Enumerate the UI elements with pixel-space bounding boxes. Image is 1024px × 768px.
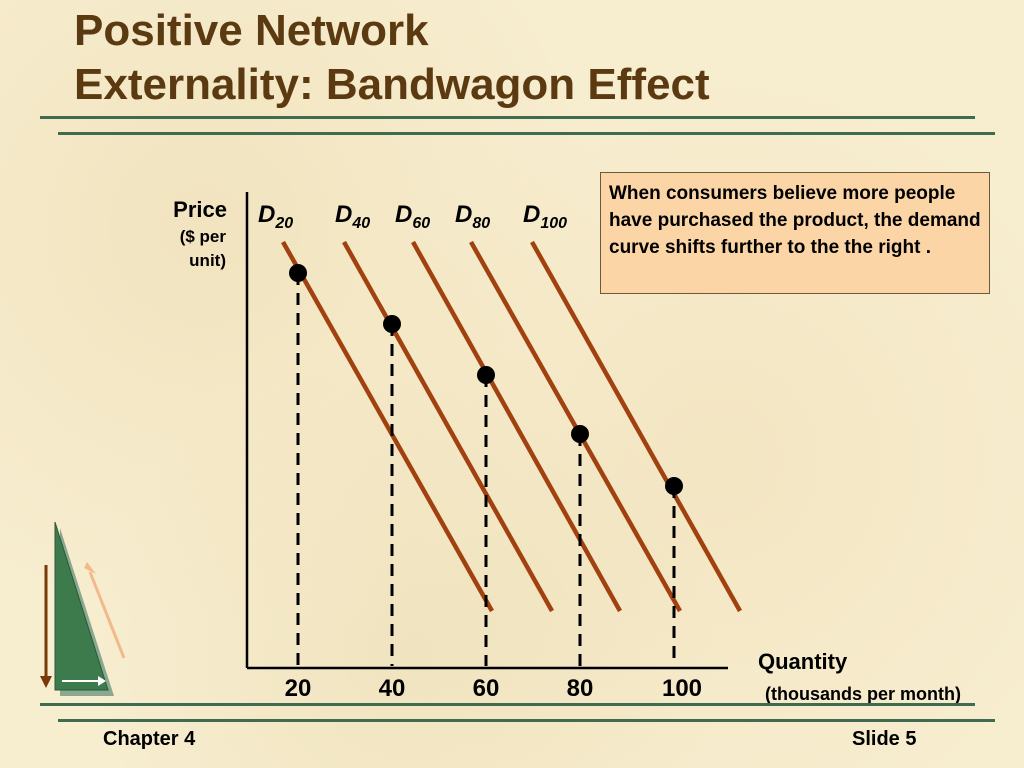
point-60 [477, 366, 495, 384]
demand-curve-d20 [281, 240, 494, 613]
title-rule-top [40, 116, 975, 119]
point-40 [383, 315, 401, 333]
y-axis-unit-line-1: ($ per [180, 227, 227, 246]
chapter-label: Chapter 4 [103, 728, 196, 750]
x-tick-100: 100 [662, 675, 702, 702]
curve-label-d80: D80 [455, 201, 490, 232]
y-axis-label: Price [173, 197, 227, 222]
slide-title: Positive Network Externality: Bandwagon … [74, 4, 710, 112]
x-axis-label: Quantity [758, 649, 848, 674]
y-axis-unit-line-2: unit) [189, 251, 226, 270]
explanation-note: When consumers believe more people have … [600, 172, 990, 294]
curve-label-d60: D60 [395, 201, 430, 232]
demand-curve-d60 [411, 240, 622, 613]
x-axis-unit: (thousands per month) [765, 684, 961, 704]
title-line-2: Externality: Bandwagon Effect [74, 60, 710, 109]
x-tick-labels: 20 40 60 80 100 [285, 675, 702, 702]
x-tick-40: 40 [379, 675, 406, 702]
title-line-1: Positive Network [74, 6, 429, 55]
demand-curve-d100 [530, 240, 742, 613]
curve-label-d100: D100 [523, 201, 567, 232]
demand-curves [281, 240, 742, 613]
x-tick-60: 60 [473, 675, 500, 702]
demand-curve-d40 [342, 240, 554, 613]
x-tick-80: 80 [567, 675, 594, 702]
curve-label-d20: D20 [258, 201, 293, 232]
slide-number: Slide 5 [852, 728, 917, 750]
x-tick-20: 20 [285, 675, 312, 702]
equilibrium-points [289, 264, 683, 495]
curve-label-d40: D40 [335, 201, 370, 232]
dashed-drop-lines [296, 273, 676, 666]
point-100 [665, 477, 683, 495]
title-rule-bottom [58, 132, 995, 135]
decorative-triangle-graphic [40, 521, 126, 696]
curve-labels: D20 D40 D60 D80 D100 [258, 201, 567, 232]
footer-rule-top [40, 703, 975, 706]
footer-rule-bottom [58, 719, 995, 722]
point-80 [571, 425, 589, 443]
point-20 [289, 264, 307, 282]
